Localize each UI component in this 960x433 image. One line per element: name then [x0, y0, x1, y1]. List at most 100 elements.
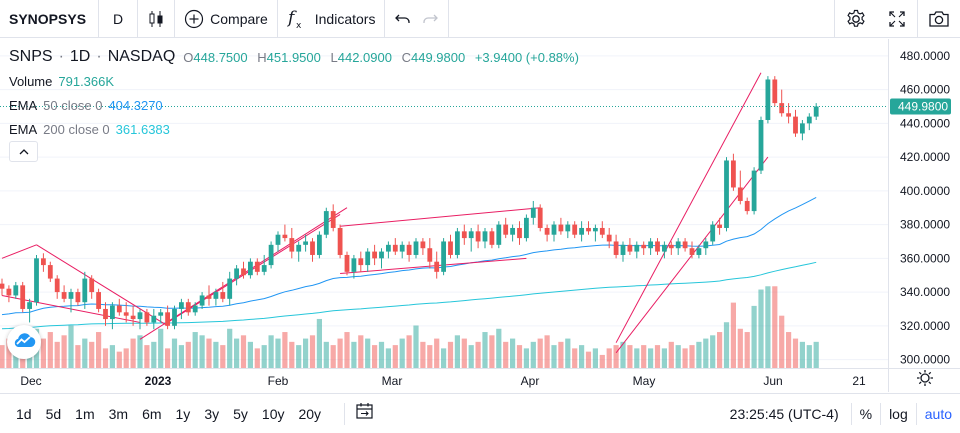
candle-body: [137, 312, 143, 320]
screenshot-button[interactable]: [918, 0, 960, 38]
range-button-1y[interactable]: 1y: [175, 405, 191, 422]
chart-type-button[interactable]: [138, 0, 174, 38]
ema200-params: 200 close 0: [43, 121, 110, 137]
candle: [455, 227, 460, 259]
fullscreen-button[interactable]: [877, 0, 917, 38]
price-scale[interactable]: 480.0000 460.0000 440.0000 420.0000 400.0000…: [888, 39, 960, 368]
candle: [786, 103, 791, 124]
trendline: [340, 207, 541, 227]
candle-body: [337, 227, 343, 255]
candle-body: [123, 312, 129, 316]
range-button-5d[interactable]: 5d: [45, 405, 62, 422]
price-chart[interactable]: [0, 39, 888, 368]
volume-bar: [165, 348, 171, 368]
candle: [586, 221, 591, 235]
candle-body: [392, 244, 398, 252]
candle-body: [517, 227, 522, 239]
go-to-date-button[interactable]: [344, 402, 375, 425]
candle-body: [737, 187, 743, 201]
candle: [544, 224, 550, 242]
close-value: 449.9800: [410, 49, 466, 65]
candle-body: [261, 265, 267, 272]
log-scale-toggle[interactable]: log: [880, 403, 916, 425]
candle-body: [579, 227, 584, 235]
symbol-search-button[interactable]: SYNOPSYS: [9, 10, 87, 27]
candle: [441, 238, 446, 276]
auto-scale-toggle[interactable]: auto: [915, 403, 960, 425]
range-button-1d[interactable]: 1d: [16, 405, 32, 422]
volume-bar: [192, 332, 198, 368]
interval-button[interactable]: D: [113, 10, 124, 27]
range-button-3y[interactable]: 3y: [204, 405, 220, 422]
candle-body: [731, 160, 736, 188]
candle: [689, 241, 695, 259]
range-button-20y[interactable]: 20y: [298, 405, 322, 422]
candle-body: [634, 244, 640, 252]
volume-bar: [54, 341, 60, 368]
undo-button[interactable]: [385, 0, 421, 38]
compare-button[interactable]: Compare: [175, 0, 277, 38]
chart-pane[interactable]: [0, 39, 888, 368]
candle-body: [165, 312, 170, 326]
candle-body: [572, 224, 578, 235]
candle-body: [551, 224, 557, 235]
volume-bar: [675, 345, 681, 368]
candle: [806, 113, 812, 131]
volume-bar: [47, 332, 53, 368]
candle: [54, 275, 60, 299]
volume-bar: [337, 338, 343, 368]
volume-legend[interactable]: Volume 791.366K: [9, 69, 585, 93]
volume-bar: [254, 348, 260, 368]
range-button-1m[interactable]: 1m: [75, 405, 95, 422]
candle: [130, 305, 136, 326]
candle: [434, 251, 440, 279]
candle-body: [455, 231, 460, 255]
candle: [448, 234, 453, 259]
candle-body: [648, 241, 653, 249]
ema50-legend[interactable]: EMA 50 close 0 404.3270: [9, 93, 585, 117]
candle: [89, 275, 95, 299]
candle-body: [593, 227, 598, 232]
main-series-legend[interactable]: SNPS · 1D · NASDAQ O448.7500 H451.9500 L…: [9, 45, 585, 69]
range-button-3m[interactable]: 3m: [108, 405, 129, 422]
range-button-10y[interactable]: 10y: [261, 405, 285, 422]
scale-settings-button[interactable]: [888, 368, 960, 392]
indicators-label: Indicators: [314, 10, 376, 27]
time-scale[interactable]: Dec 2023 Feb Mar Apr May Jun 21: [0, 368, 888, 392]
settings-button[interactable]: [835, 0, 877, 38]
redo-button[interactable]: [421, 0, 448, 38]
candle: [765, 76, 771, 124]
candle-body: [310, 241, 315, 255]
percent-scale-toggle[interactable]: %: [850, 403, 880, 425]
candle-body: [800, 123, 805, 134]
candle-body: [599, 227, 605, 235]
volume-bar: [220, 345, 226, 368]
clock-timezone-button[interactable]: 23:25:45 (UTC-4): [729, 406, 839, 422]
candle-body: [89, 278, 95, 293]
legend-collapse-button[interactable]: [9, 141, 38, 162]
volume-bar: [344, 332, 350, 368]
candle-body: [20, 285, 26, 309]
range-button-5y[interactable]: 5y: [233, 405, 248, 422]
candle-body: [641, 244, 647, 249]
volume-bar: [551, 345, 557, 368]
candle-body: [496, 224, 502, 245]
candle: [206, 285, 212, 306]
candle-body: [620, 244, 626, 255]
volume-bar: [689, 345, 695, 368]
candle: [47, 261, 53, 282]
candle: [234, 265, 239, 286]
volume-bar: [213, 341, 219, 368]
tradingview-logo-button[interactable]: [7, 325, 41, 359]
range-button-6m[interactable]: 6m: [142, 405, 162, 422]
last-price-label: 449.9800: [898, 100, 948, 114]
volume-bar: [358, 335, 364, 368]
toolbar-divider: [448, 0, 450, 38]
volume-bar: [420, 341, 426, 368]
ema200-legend[interactable]: EMA 200 close 0 361.6383: [9, 117, 585, 141]
volume-bar: [316, 318, 322, 368]
volume-bar: [475, 341, 481, 368]
toolbar-divider: [384, 0, 386, 38]
